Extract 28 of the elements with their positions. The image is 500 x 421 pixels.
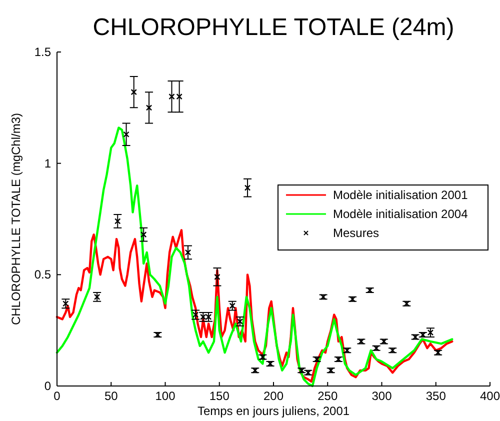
x-tick-label: 350	[426, 389, 446, 403]
y-tick-label: 0	[44, 379, 52, 393]
point	[146, 104, 152, 111]
point	[123, 131, 130, 138]
x-tick-label: 0	[54, 389, 61, 403]
y-tick-label: 1	[44, 156, 52, 170]
point	[114, 218, 121, 224]
point	[130, 88, 137, 96]
x-tick-label: 300	[372, 389, 392, 403]
point	[140, 231, 147, 238]
point	[244, 184, 251, 191]
point	[184, 249, 192, 256]
x-tick-label: 200	[263, 389, 284, 403]
x-tick-label: 400	[480, 389, 500, 403]
legend-label: Modèle initialisation 2001	[333, 188, 468, 202]
y-tick-label: 1.5	[34, 45, 52, 59]
x-tick-label: 250	[318, 389, 338, 403]
x-tick-label: 100	[155, 389, 176, 403]
legend-label: Mesures	[333, 226, 380, 240]
x-tick-label: 50	[104, 389, 118, 403]
x-axis-title: Temps en jours juliens, 2001	[197, 404, 350, 418]
y-axis-title: CHLOROPHYLLE TOTALE (mgChl/m3)	[9, 112, 23, 326]
y-tick-label: 0.5	[34, 268, 52, 282]
x-tick-label: 150	[209, 389, 230, 403]
chart-title: CHLOROPHYLLE TOTALE (24m)	[92, 14, 454, 41]
line-series	[56, 229, 454, 383]
point	[214, 274, 220, 280]
legend-label: Modèle initialisation 2004	[333, 207, 468, 221]
